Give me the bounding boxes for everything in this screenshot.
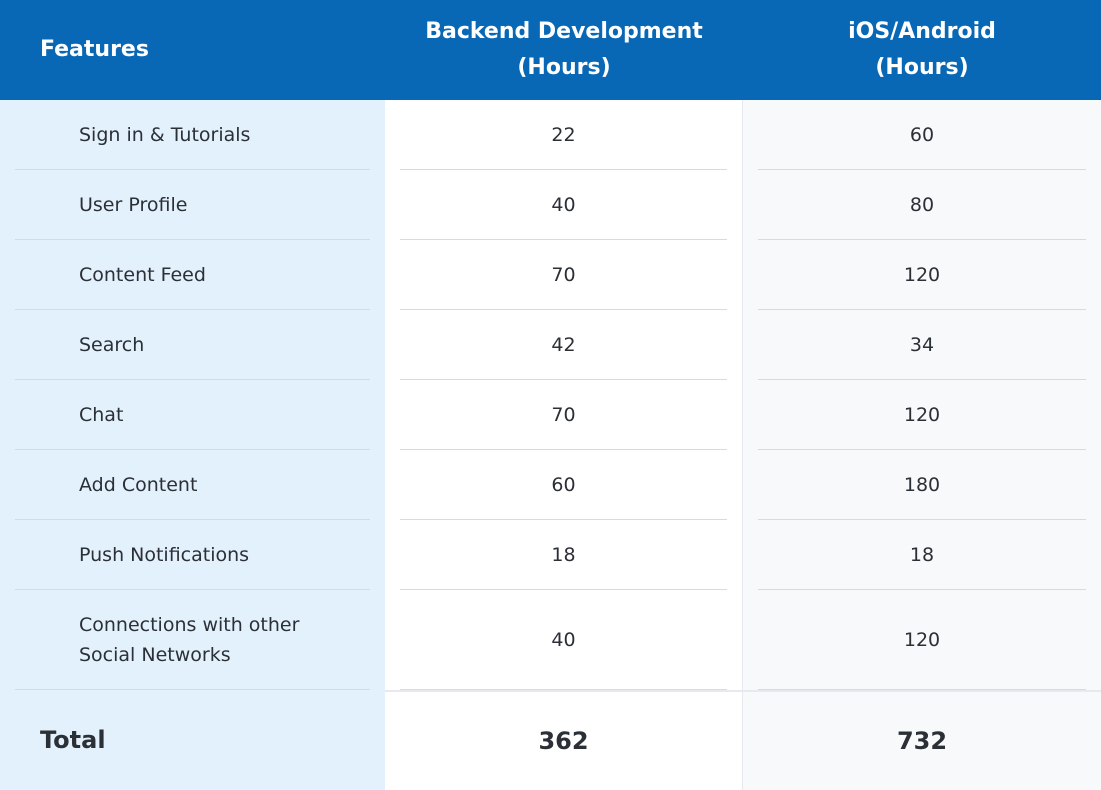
- hours-value: 120: [903, 404, 941, 426]
- hours-value: 42: [551, 334, 576, 356]
- header-cell: Backend Development (Hours): [385, 0, 743, 100]
- hours-cell: 70: [385, 380, 743, 450]
- total-value: 732: [896, 727, 948, 755]
- hours-value: 80: [909, 194, 935, 216]
- feature-name: Chat: [79, 404, 124, 426]
- hours-cell: 40: [385, 170, 743, 240]
- feature-cell: Add Content: [0, 450, 385, 520]
- header-stack: iOS/Android (Hours): [848, 14, 996, 86]
- feature-cell: Content Feed: [0, 240, 385, 310]
- hours-cell: 70: [385, 240, 743, 310]
- header-line: (Hours): [517, 55, 611, 80]
- hours-cell: 22: [385, 100, 743, 170]
- header-line: (Hours): [875, 55, 969, 80]
- total-label: Total: [40, 726, 106, 754]
- hours-value: 70: [551, 404, 576, 426]
- header-cell: iOS/Android (Hours): [743, 0, 1101, 100]
- total-cell: 362: [385, 690, 743, 790]
- hours-cell: 18: [743, 520, 1101, 590]
- header-line: Backend Development: [425, 19, 703, 44]
- total-value: 362: [538, 727, 589, 755]
- hours-value: 40: [551, 629, 576, 651]
- hours-cell: 80: [743, 170, 1101, 240]
- total-cell: 732: [743, 690, 1101, 790]
- header-line: iOS/Android: [848, 19, 996, 44]
- hours-cell: 120: [743, 590, 1101, 690]
- feature-cell: Push Notifications: [0, 520, 385, 590]
- hours-cell: 120: [743, 240, 1101, 310]
- hours-value: 60: [909, 124, 935, 146]
- hours-cell: 120: [743, 380, 1101, 450]
- hours-cell: 60: [385, 450, 743, 520]
- header-cell: Features: [0, 0, 385, 100]
- hours-value: 40: [551, 194, 576, 216]
- feature-name: Connections with other Social Networks: [79, 614, 300, 666]
- feature-name: Sign in & Tutorials: [79, 124, 251, 146]
- feature-name: User Profile: [79, 194, 188, 216]
- hours-value: 18: [909, 544, 935, 566]
- feature-cell: Search: [0, 310, 385, 380]
- hours-value: 60: [551, 474, 576, 496]
- hours-cell: 180: [743, 450, 1101, 520]
- header-stack: Backend Development (Hours): [425, 14, 703, 86]
- feature-name: Search: [79, 334, 145, 356]
- feature-cell: Chat: [0, 380, 385, 450]
- total-cell: Total: [0, 690, 385, 790]
- hours-cell: 42: [385, 310, 743, 380]
- hours-cell: 18: [385, 520, 743, 590]
- hours-value: 34: [909, 334, 935, 356]
- hours-value: 120: [903, 629, 941, 651]
- hours-cell: 40: [385, 590, 743, 690]
- feature-name: Content Feed: [79, 264, 206, 286]
- feature-cell: User Profile: [0, 170, 385, 240]
- feature-name: Add Content: [79, 474, 198, 496]
- hours-value: 22: [551, 124, 576, 146]
- feature-cell: Sign in & Tutorials: [0, 100, 385, 170]
- hours-value: 18: [551, 544, 576, 566]
- hours-value: 120: [903, 264, 941, 286]
- header-text: Features: [40, 37, 149, 62]
- hours-value: 70: [551, 264, 576, 286]
- hours-cell: 60: [743, 100, 1101, 170]
- feature-cell: Connections with other Social Networks: [0, 590, 385, 690]
- hours-value: 180: [903, 474, 941, 496]
- feature-name: Push Notifications: [79, 544, 250, 566]
- hours-cell: 34: [743, 310, 1101, 380]
